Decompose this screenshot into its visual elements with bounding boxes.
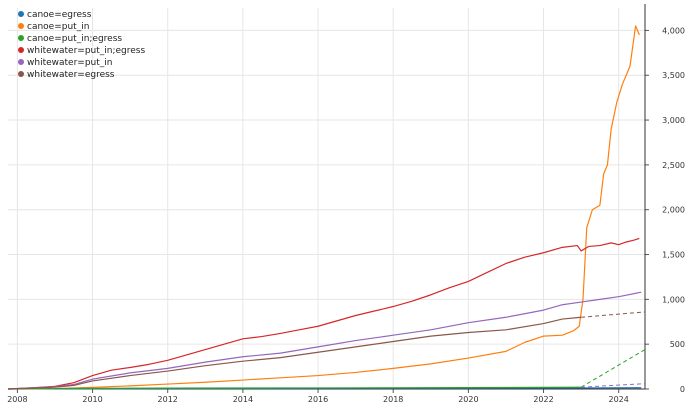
legend-marker: [18, 23, 24, 29]
series-line-canoe-put-in-egress-dashed: [580, 349, 646, 388]
y-tick-label: 0: [680, 385, 685, 394]
series-line-canoe-put-in: [7, 25, 640, 390]
legend-marker: [18, 59, 24, 65]
series-line-whitewater-put-in-dashed: [581, 383, 646, 388]
legend-marker: [18, 47, 24, 53]
y-tick-label: 1,500: [662, 251, 685, 260]
legend-label: whitewater=egress: [27, 70, 115, 80]
legend-marker: [18, 71, 24, 77]
x-tick-label: 2016: [308, 395, 328, 404]
y-tick-label: 4,000: [662, 26, 685, 35]
legend-marker: [18, 11, 24, 17]
x-tick-label: 2010: [82, 395, 102, 404]
legend-label: canoe=put_in;egress: [27, 34, 122, 44]
y-tick-label: 500: [670, 340, 685, 349]
legend-marker: [18, 35, 24, 41]
legend-label: canoe=put_in: [27, 22, 89, 32]
x-tick-label: 2018: [383, 395, 403, 404]
y-tick-label: 2,500: [662, 161, 685, 170]
series-line-whitewater-put-in: [7, 291, 642, 390]
x-tick-label: 2014: [233, 395, 253, 404]
x-tick-label: 2012: [158, 395, 178, 404]
y-tick-label: 3,500: [662, 71, 685, 80]
legend-label: canoe=egress: [27, 10, 92, 20]
y-tick-label: 1,000: [662, 295, 685, 304]
x-tick-label: 2022: [533, 395, 553, 404]
series-line-whitewater-put-in-egress: [7, 237, 640, 390]
legend: canoe=egress canoe=put_in canoe=put_in;egr…: [18, 10, 145, 80]
grid-lines: [8, 8, 645, 390]
x-tick-label: 2020: [458, 395, 478, 404]
x-tick-label: 2008: [7, 395, 27, 404]
x-tick-label: 2024: [609, 395, 629, 404]
series-line-whitewater-egress-dashed: [581, 311, 646, 318]
series-lines: [7, 25, 646, 390]
series-line-canoe-put-in-egress: [7, 386, 582, 390]
y-tick-label: 2,000: [662, 206, 685, 215]
y-tick-label: 3,000: [662, 116, 685, 125]
series-line-whitewater-egress: [7, 316, 582, 390]
legend-label: whitewater=put_in: [27, 58, 112, 68]
legend-label: whitewater=put_in;egress: [27, 46, 145, 56]
